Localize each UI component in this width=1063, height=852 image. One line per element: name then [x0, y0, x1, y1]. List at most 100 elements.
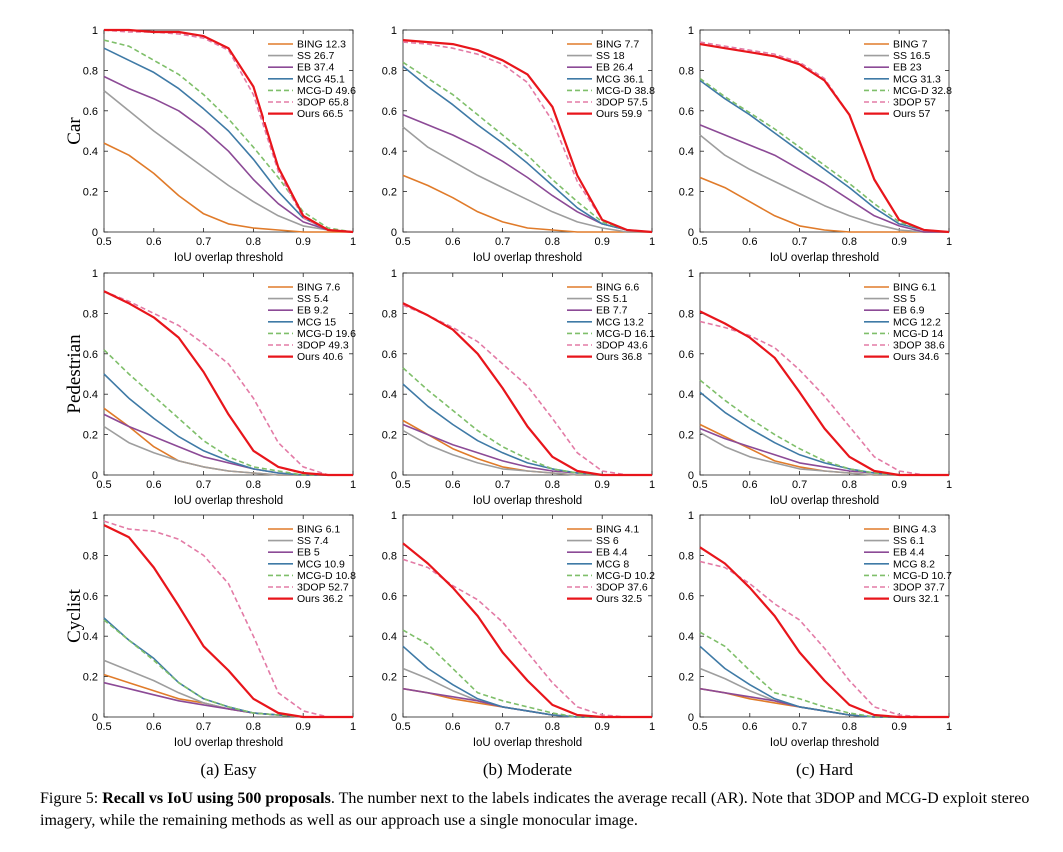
- series-line-mcg-d: [699, 631, 949, 718]
- figure-canvas: 0.5 0.6 0.7 0.8 0.9 1 0 0.2 0.4 0.6 0.8 1 IoU overla…: [64, 25, 952, 779]
- x-tick-label: 0.5: [96, 721, 111, 733]
- y-tick-label: 0.6: [679, 591, 694, 603]
- legend-entry: MCG 12.2: [893, 316, 941, 328]
- y-tick-label: 0.4: [83, 146, 98, 158]
- panel-cyclist-1: 0.5 0.6 0.7 0.8 0.9 1 0 0.2 0.4 0.6 0.8 1 IoU overla…: [382, 510, 655, 749]
- y-tick-label: 0.8: [679, 550, 694, 562]
- y-tick-label: 0.8: [83, 550, 98, 562]
- x-tick-label: 0.6: [146, 479, 161, 491]
- legend-entry: MCG 15: [297, 316, 336, 328]
- series-line-bing: [103, 407, 353, 476]
- y-tick-label: 1: [391, 510, 397, 522]
- legend-entry: BING 6.1: [297, 524, 340, 536]
- y-tick-label: 0.4: [679, 146, 694, 158]
- plot-area: [699, 514, 950, 718]
- y-tick-label: 0: [92, 227, 98, 239]
- x-tick-label: 0.6: [742, 721, 757, 733]
- y-tick-label: 0.8: [382, 308, 397, 320]
- x-tick-label: 0.5: [96, 236, 111, 248]
- y-tick-label: 0.2: [679, 430, 694, 442]
- legend-entry: MCG 45.1: [297, 73, 345, 85]
- x-tick-label: 1: [350, 721, 356, 733]
- y-tick-label: 0.6: [679, 106, 694, 118]
- x-tick-label: 1: [350, 236, 356, 248]
- legend-entry: SS 5.1: [596, 293, 628, 305]
- legend-entry: MCG 36.1: [596, 73, 644, 85]
- y-tick-label: 0.4: [679, 389, 694, 401]
- panel-pedestrian-2: 0.5 0.6 0.7 0.8 0.9 1 0 0.2 0.4 0.6 0.8 1 IoU overla…: [679, 268, 952, 507]
- y-tick-label: 0.2: [83, 187, 98, 199]
- y-tick-label: 0.8: [679, 308, 694, 320]
- legend-entry: EB 4.4: [893, 547, 925, 559]
- y-tick-label: 0.2: [382, 187, 397, 199]
- y-tick-label: 0.2: [83, 672, 98, 684]
- x-tick-label: 0.7: [792, 479, 807, 491]
- legend-entry: MCG-D 10.7: [893, 570, 952, 582]
- series-line-mcg: [103, 373, 353, 476]
- series-line-eb: [699, 687, 949, 718]
- legend-entry: MCG 10.9: [297, 558, 345, 570]
- y-tick-label: 0: [391, 712, 397, 724]
- legend-entry: SS 7.4: [297, 535, 329, 547]
- x-axis-label: IoU overlap threshold: [174, 495, 283, 507]
- column-label-2: (c) Hard: [796, 760, 854, 779]
- x-tick-label: 0.8: [842, 479, 857, 491]
- legend-entry: MCG-D 38.8: [596, 85, 655, 97]
- series-line-mcg: [103, 617, 353, 718]
- y-tick-label: 1: [391, 25, 397, 37]
- series-line-3dop: [699, 560, 949, 718]
- y-tick-label: 0.8: [382, 550, 397, 562]
- series-line-mcg-d: [402, 367, 652, 476]
- row-label-cyclist: Cyclist: [64, 588, 85, 643]
- x-axis-label: IoU overlap threshold: [174, 252, 283, 264]
- legend-entry: 3DOP 43.6: [596, 340, 648, 352]
- x-tick-label: 0.5: [692, 236, 707, 248]
- series-line-eb: [103, 413, 353, 476]
- x-axis-label: IoU overlap threshold: [770, 495, 879, 507]
- series-line-ours: [402, 39, 653, 234]
- legend-entry: 3DOP 52.7: [297, 582, 349, 594]
- panel-car-0: 0.5 0.6 0.7 0.8 0.9 1 0 0.2 0.4 0.6 0.8 1 IoU overla…: [83, 25, 356, 264]
- x-tick-label: 0.5: [395, 721, 410, 733]
- series-line-mcg-d: [103, 349, 353, 476]
- series-line-ours: [699, 310, 949, 477]
- series-line-ss: [402, 126, 652, 233]
- row-label-car: Car: [64, 117, 85, 145]
- y-tick-label: 0.8: [382, 65, 397, 77]
- legend-entry: BING 4.3: [893, 524, 936, 536]
- legend-entry: BING 12.3: [297, 39, 346, 51]
- y-tick-label: 1: [92, 268, 98, 280]
- series-line-mcg: [699, 79, 950, 233]
- legend-entry: Ours 57: [893, 108, 931, 120]
- series-line-ss: [103, 425, 353, 476]
- plot-area: [402, 514, 653, 718]
- legend-entry: Ours 36.2: [297, 593, 343, 605]
- x-tick-label: 0.7: [495, 721, 510, 733]
- x-tick-label: 0.9: [892, 236, 907, 248]
- legend-entry: Ours 32.5: [596, 593, 642, 605]
- y-tick-label: 0.4: [83, 389, 98, 401]
- series-line-mcg: [402, 383, 652, 476]
- series-line-bing: [699, 176, 949, 233]
- x-tick-label: 1: [649, 721, 655, 733]
- caption-bold: Recall vs IoU using 500 proposals: [102, 790, 331, 807]
- x-axis-label: IoU overlap threshold: [473, 495, 582, 507]
- legend-entry: MCG 13.2: [596, 316, 644, 328]
- x-axis-label: IoU overlap threshold: [770, 737, 879, 749]
- y-tick-label: 0: [391, 470, 397, 482]
- x-tick-label: 0.6: [742, 479, 757, 491]
- series-line-mcg-d: [402, 61, 653, 233]
- series-line-eb: [402, 114, 653, 233]
- panel-pedestrian-1: 0.5 0.6 0.7 0.8 0.9 1 0 0.2 0.4 0.6 0.8 1 IoU overla…: [382, 268, 655, 507]
- legend-entry: Ours 59.9: [596, 108, 642, 120]
- y-tick-label: 0: [688, 470, 694, 482]
- series-line-ss: [699, 134, 949, 233]
- x-tick-label: 1: [946, 236, 952, 248]
- y-tick-label: 0.2: [679, 672, 694, 684]
- legend-entry: 3DOP 49.3: [297, 340, 349, 352]
- series-line-ss: [402, 429, 652, 476]
- panel-car-2: 0.5 0.6 0.7 0.8 0.9 1 0 0.2 0.4 0.6 0.8 1 IoU overla…: [679, 25, 952, 264]
- x-tick-label: 0.6: [146, 236, 161, 248]
- series-line-mcg-d: [699, 77, 950, 233]
- legend-entry: SS 18: [596, 50, 625, 62]
